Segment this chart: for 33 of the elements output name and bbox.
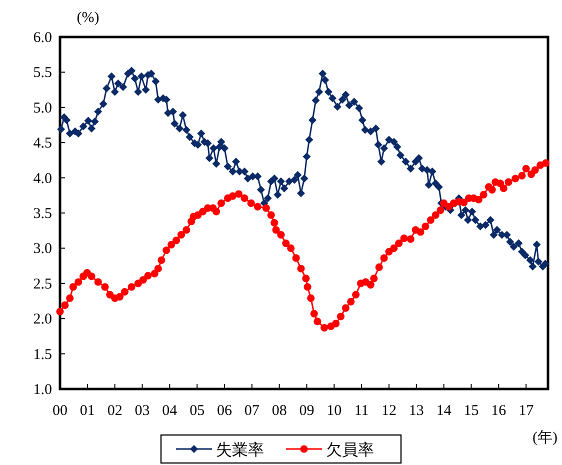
xtick: 04	[162, 403, 178, 419]
xtick: 01	[80, 403, 95, 419]
ytick: 2.5	[33, 276, 52, 292]
xtick: 17	[518, 403, 534, 419]
xtick: 12	[382, 403, 396, 419]
ytick: 4.5	[33, 136, 52, 152]
ytick: 4.0	[33, 170, 52, 187]
xtick: 13	[408, 403, 424, 419]
ytick: 3.0	[33, 241, 52, 258]
legend-label: 失業率	[216, 442, 264, 459]
xtick: 03	[134, 403, 150, 419]
xtick: 10	[326, 403, 342, 419]
xtick: 06	[217, 403, 232, 419]
ytick: 1.0	[33, 382, 52, 398]
ytick: 2.0	[33, 312, 52, 328]
xtick: 15	[464, 403, 479, 419]
ytick: 1.5	[33, 346, 52, 363]
ytick: 5.5	[33, 65, 52, 82]
ytick: 5.0	[33, 100, 52, 116]
ytick: 6.0	[33, 30, 52, 46]
ytick: 3.5	[33, 206, 52, 222]
xtick: 09	[299, 403, 314, 419]
xtick: 02	[107, 403, 122, 419]
ylabel: (%)	[76, 10, 100, 26]
xlabel: (年)	[532, 430, 558, 446]
xtick: 16	[491, 403, 506, 419]
xtick: 14	[436, 403, 452, 419]
legend-label: 欠員率	[326, 442, 374, 459]
xtick: 00	[52, 403, 68, 419]
xtick: 11	[354, 403, 369, 419]
xtick: 08	[272, 403, 287, 419]
xtick: 07	[244, 403, 260, 419]
xtick: 05	[190, 403, 205, 419]
